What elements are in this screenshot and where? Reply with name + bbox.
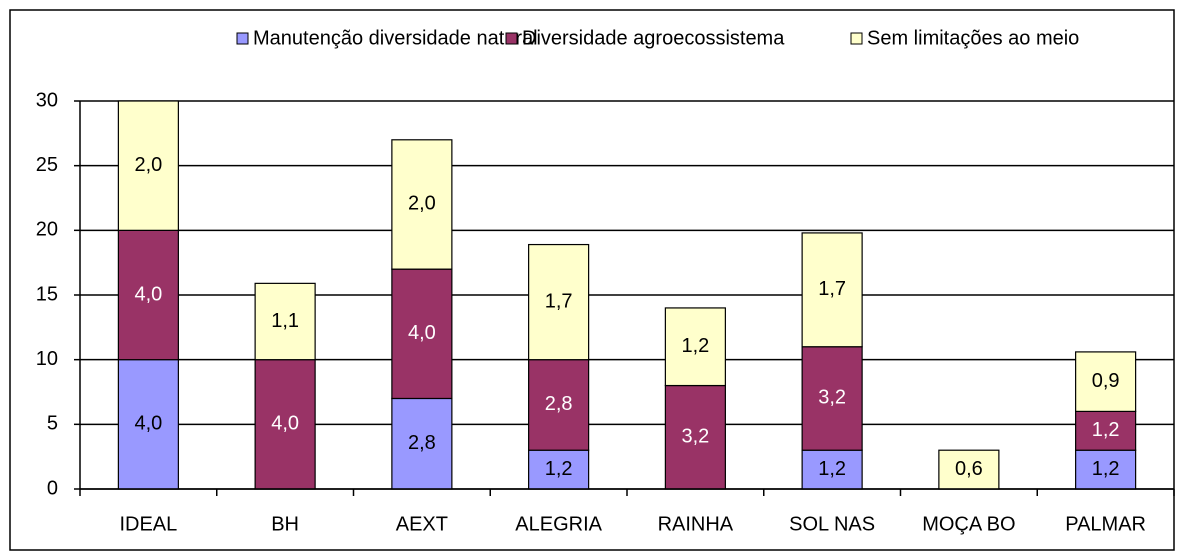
legend-label: Manutenção diversidade natural <box>253 27 538 49</box>
data-label: 1,7 <box>818 278 846 300</box>
x-tick-label: BH <box>271 513 299 535</box>
x-tick-label: AEXT <box>396 513 448 535</box>
bar-segment <box>1075 449 1137 490</box>
bar-segment <box>117 359 179 490</box>
bar-segment <box>254 359 316 490</box>
y-tick-label: 15 <box>36 283 58 305</box>
data-label: 4,0 <box>134 413 162 435</box>
bar-segment <box>391 268 453 400</box>
legend-swatch <box>236 32 249 45</box>
x-tick-label: ALEGRIA <box>515 513 602 535</box>
x-tick-label: RAINHA <box>658 513 734 535</box>
data-label: 0,6 <box>955 458 983 480</box>
data-label: 1,1 <box>271 310 299 332</box>
legend-label: Diversidade agroecossistema <box>522 27 785 49</box>
bar-segment <box>391 139 453 270</box>
data-label: 4,0 <box>134 283 162 305</box>
data-label: 4,0 <box>408 322 436 344</box>
data-label: 1,2 <box>1092 419 1120 441</box>
x-tick-label: SOL NAS <box>789 513 875 535</box>
data-label: 2,8 <box>545 393 573 415</box>
legend: Manutenção diversidade naturalDiversidad… <box>236 27 1079 49</box>
data-label: 1,2 <box>545 458 573 480</box>
bar-segment <box>938 449 1000 490</box>
bar-segment <box>664 307 726 387</box>
data-label: 3,2 <box>818 387 846 409</box>
y-tick-label: 5 <box>47 413 58 435</box>
data-label: 3,2 <box>681 426 709 448</box>
data-label: 2,0 <box>134 154 162 176</box>
legend-swatch <box>505 32 518 45</box>
data-label: 1,2 <box>1092 458 1120 480</box>
y-tick-label: 30 <box>36 89 58 111</box>
data-label: 1,2 <box>681 335 709 357</box>
y-tick-label: 0 <box>47 477 58 499</box>
data-label: 1,7 <box>545 290 573 312</box>
bar-segment <box>528 449 590 490</box>
bar-segment <box>801 232 863 348</box>
legend-swatch <box>850 32 863 45</box>
bar-segment <box>801 346 863 451</box>
legend-label: Sem limitações ao meio <box>867 27 1079 49</box>
data-label: 4,0 <box>271 413 299 435</box>
bar-segment <box>528 243 590 361</box>
data-label: 2,8 <box>408 432 436 454</box>
y-tick-label: 10 <box>36 348 58 370</box>
bar-segment <box>391 397 453 490</box>
x-tick-label: MOÇA BO <box>922 513 1015 535</box>
data-label: 0,9 <box>1092 370 1120 392</box>
y-tick-label: 20 <box>36 219 58 241</box>
bar-segment <box>117 100 179 231</box>
bar-segment <box>1075 351 1137 413</box>
x-tick-label: PALMAR <box>1065 513 1146 535</box>
x-tick-label: IDEAL <box>119 513 177 535</box>
data-label: 2,0 <box>408 193 436 215</box>
bar-segment <box>664 384 726 490</box>
y-tick-label: 25 <box>36 154 58 176</box>
data-label: 1,2 <box>818 458 846 480</box>
bar-segment <box>254 282 316 361</box>
bar-segment <box>1075 410 1137 451</box>
